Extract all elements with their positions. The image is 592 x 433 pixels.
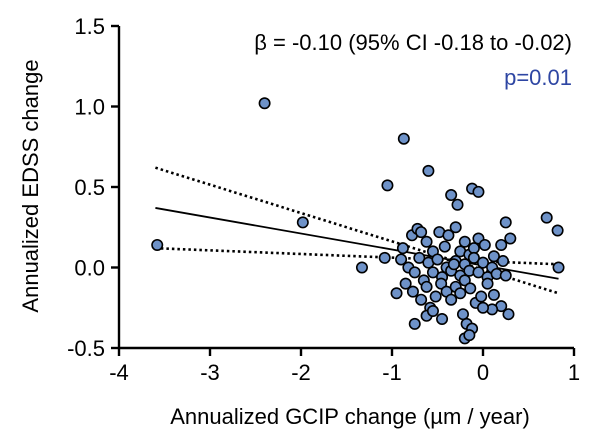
data-point — [472, 266, 485, 279]
y-axis-label: Annualized EDSS change — [18, 59, 43, 312]
data-point — [435, 277, 448, 290]
data-point — [497, 255, 510, 268]
data-point — [495, 238, 508, 251]
data-point — [472, 185, 485, 198]
data-point — [504, 232, 517, 245]
data-point — [445, 189, 458, 202]
axes: -4 -3 -2 -1 0 1 -0.5 0.0 0.5 1.0 1.5 — [67, 14, 580, 385]
data-point — [390, 287, 403, 300]
data-point — [406, 285, 419, 298]
data-point — [296, 216, 309, 229]
data-point — [413, 251, 426, 264]
data-point — [442, 229, 455, 242]
x-tick-label: -3 — [200, 360, 220, 385]
data-point — [467, 242, 480, 255]
data-point — [487, 250, 500, 263]
x-tick-label: -1 — [382, 360, 402, 385]
data-points — [151, 97, 565, 345]
data-point — [551, 224, 564, 237]
data-point — [447, 258, 460, 271]
y-tick-label: 1.5 — [74, 14, 105, 39]
data-point — [426, 266, 439, 279]
data-point — [378, 251, 391, 264]
data-point — [422, 164, 435, 177]
x-axis-label: Annualized GCIP change (µm / year) — [170, 404, 530, 429]
data-point — [258, 97, 271, 110]
data-point — [436, 313, 449, 326]
y-tick-label: 1.0 — [74, 95, 105, 120]
data-point — [467, 251, 480, 264]
data-point — [502, 308, 515, 321]
data-point — [151, 238, 164, 251]
data-point — [464, 282, 477, 295]
data-point — [445, 293, 458, 306]
data-point — [454, 287, 467, 300]
y-tick-label: -0.5 — [67, 336, 105, 361]
x-tick-label: -2 — [291, 360, 311, 385]
data-point — [426, 304, 439, 317]
data-point — [451, 198, 464, 211]
p-value-annotation: p=0.01 — [504, 65, 572, 90]
x-tick-label: 1 — [568, 360, 580, 385]
data-point — [449, 221, 462, 234]
data-point — [456, 308, 469, 321]
data-point — [408, 317, 421, 330]
data-point — [399, 277, 412, 290]
data-point — [355, 261, 368, 274]
data-point — [438, 240, 451, 253]
data-point — [420, 280, 433, 293]
y-tick-label: 0.5 — [74, 175, 105, 200]
data-point — [408, 266, 421, 279]
data-point — [476, 301, 489, 314]
data-point — [463, 329, 476, 342]
x-tick-label: 0 — [477, 360, 489, 385]
x-tick-label: -4 — [109, 360, 129, 385]
data-point — [429, 290, 442, 303]
data-point — [499, 216, 512, 229]
data-point — [395, 253, 408, 266]
data-point — [420, 235, 433, 248]
beta-annotation: β = -0.10 (95% CI -0.18 to -0.02) — [254, 30, 572, 55]
data-point — [540, 211, 553, 224]
data-point — [415, 293, 428, 306]
data-point — [478, 238, 491, 251]
ci-upper-line — [155, 166, 559, 295]
data-point — [431, 253, 444, 266]
data-point — [476, 256, 489, 269]
data-point — [397, 132, 410, 145]
data-point — [396, 242, 409, 255]
data-point — [481, 277, 494, 290]
data-point — [381, 179, 394, 192]
data-point — [499, 269, 512, 282]
data-point — [552, 261, 565, 274]
y-tick-label: 0.0 — [74, 256, 105, 281]
data-point — [415, 226, 428, 239]
data-point — [458, 235, 471, 248]
data-point — [487, 288, 500, 301]
data-point — [458, 274, 471, 287]
data-point — [475, 290, 488, 303]
